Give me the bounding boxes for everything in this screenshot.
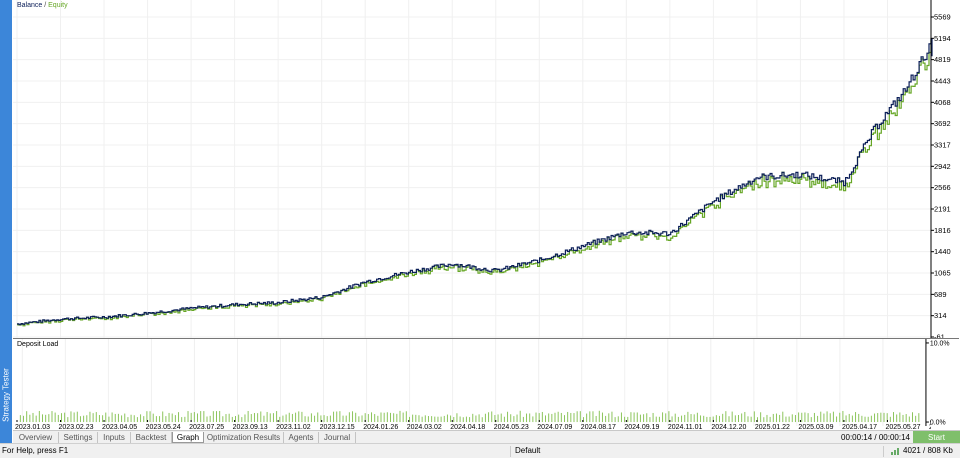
start-button[interactable]: Start — [913, 431, 960, 444]
status-help-text: For Help, press F1 — [2, 446, 69, 455]
deposit-tick-label: 10.0% — [930, 340, 950, 347]
y-tick-label: 2191 — [934, 205, 951, 214]
deposit-tick-label: 0.0% — [930, 420, 946, 426]
tab-backtest[interactable]: Backtest — [131, 432, 172, 443]
y-tick-label: 5569 — [934, 13, 951, 22]
y-tick-label: 3692 — [934, 119, 951, 128]
x-tick-label: 2024.03.02 — [407, 424, 442, 430]
x-tick-label: 2023.11.02 — [276, 424, 311, 430]
x-tick-label: 2024.01.26 — [363, 424, 398, 430]
date-axis: 2023.01.03 2023.02.23 2023.04.05 2023.05.24… — [15, 420, 931, 430]
x-tick-label: 2023.09.13 — [233, 424, 268, 430]
tab-journal[interactable]: Journal — [319, 432, 356, 443]
deposit-load-label: Deposit Load — [17, 341, 59, 348]
x-tick-label: 2024.09.19 — [624, 424, 659, 430]
balance-equity-chart[interactable]: 5569 5194 4819 4443 4068 3692 3317 2942 2566 2191… — [13, 0, 959, 338]
x-tick-label: 2023.02.23 — [59, 424, 94, 430]
y-tick-label: 4068 — [934, 98, 951, 107]
x-tick-label: 2023.05.24 — [146, 424, 181, 430]
x-tick-label: 2023.04.05 — [102, 424, 137, 430]
x-tick-label: 2024.11.01 — [668, 424, 703, 430]
status-separator — [883, 446, 884, 457]
network-traffic-icon — [891, 448, 899, 455]
x-tick-label: 2024.05.23 — [494, 424, 529, 430]
equity-series — [17, 40, 932, 327]
x-tick-label: 2023.07.25 — [189, 424, 224, 430]
deposit-grid — [21, 339, 927, 426]
status-traffic: 4021 / 808 Kb — [903, 446, 953, 455]
y-tick-label: 1440 — [934, 247, 951, 256]
x-tick-label: 2025.01.22 — [755, 424, 790, 430]
x-tick-label: 2024.08.17 — [581, 424, 616, 430]
x-tick-label: 2023.12.15 — [320, 424, 355, 430]
elapsed-timer: 00:00:14 / 00:00:14 — [841, 433, 910, 442]
y-tick-label: -61 — [934, 333, 945, 339]
chart-grid — [13, 0, 932, 338]
y-axis-ticks: 5569 5194 4819 4443 4068 3692 3317 2942 2566 2191… — [931, 13, 951, 339]
x-tick-label: 2025.07.09 — [929, 424, 931, 430]
status-bar: For Help, press F1 Default 4021 / 808 Kb — [0, 443, 960, 458]
legend-separator: / — [42, 2, 49, 9]
deposit-load-chart[interactable]: 10.0% 0.0% — [13, 338, 959, 426]
chart-legend: Balance / Equity — [17, 2, 68, 9]
y-tick-label: 3317 — [934, 141, 951, 150]
y-tick-label: 2566 — [934, 183, 951, 192]
tab-graph[interactable]: Graph — [172, 432, 204, 443]
strategy-tester-side-tab[interactable]: Strategy Tester — [0, 0, 12, 443]
balance-line — [17, 38, 933, 326]
y-tick-label: 2942 — [934, 162, 951, 171]
x-tick-label: 2024.12.20 — [711, 424, 746, 430]
status-profile: Default — [515, 446, 541, 455]
tab-settings[interactable]: Settings — [59, 432, 98, 443]
x-tick-label: 2025.05.27 — [885, 424, 920, 430]
y-tick-label: 4443 — [934, 77, 951, 86]
x-tick-label: 2024.04.18 — [450, 424, 485, 430]
deposit-axis-ticks: 10.0% 0.0% — [925, 340, 950, 426]
y-tick-label: 1816 — [934, 226, 951, 235]
deposit-load-bars — [19, 410, 920, 423]
balance-series — [17, 38, 933, 326]
tester-tab-bar: Overview Settings Inputs Backtest Graph … — [13, 430, 960, 444]
tab-agents[interactable]: Agents — [284, 432, 319, 443]
equity-line — [17, 40, 932, 327]
status-separator — [510, 446, 511, 457]
tab-overview[interactable]: Overview — [13, 432, 59, 443]
legend-equity: Equity — [48, 2, 68, 9]
y-tick-label: 314 — [934, 311, 947, 320]
legend-balance: Balance — [17, 2, 43, 9]
y-tick-label: 5194 — [934, 34, 951, 43]
y-tick-label: 1065 — [934, 269, 951, 278]
y-tick-label: 4819 — [934, 55, 951, 64]
x-tick-label: 2024.07.09 — [537, 424, 572, 430]
x-tick-label: 2025.04.17 — [842, 424, 877, 430]
side-tab-label: Strategy Tester — [1, 368, 11, 422]
y-tick-label: 689 — [934, 290, 947, 299]
x-tick-label: 2023.01.03 — [15, 424, 50, 430]
tab-optimization-results[interactable]: Optimization Results — [204, 432, 284, 443]
x-tick-label: 2025.03.09 — [798, 424, 833, 430]
date-axis-labels: 2023.01.03 2023.02.23 2023.04.05 2023.05.24… — [15, 420, 931, 430]
tab-inputs[interactable]: Inputs — [98, 432, 131, 443]
